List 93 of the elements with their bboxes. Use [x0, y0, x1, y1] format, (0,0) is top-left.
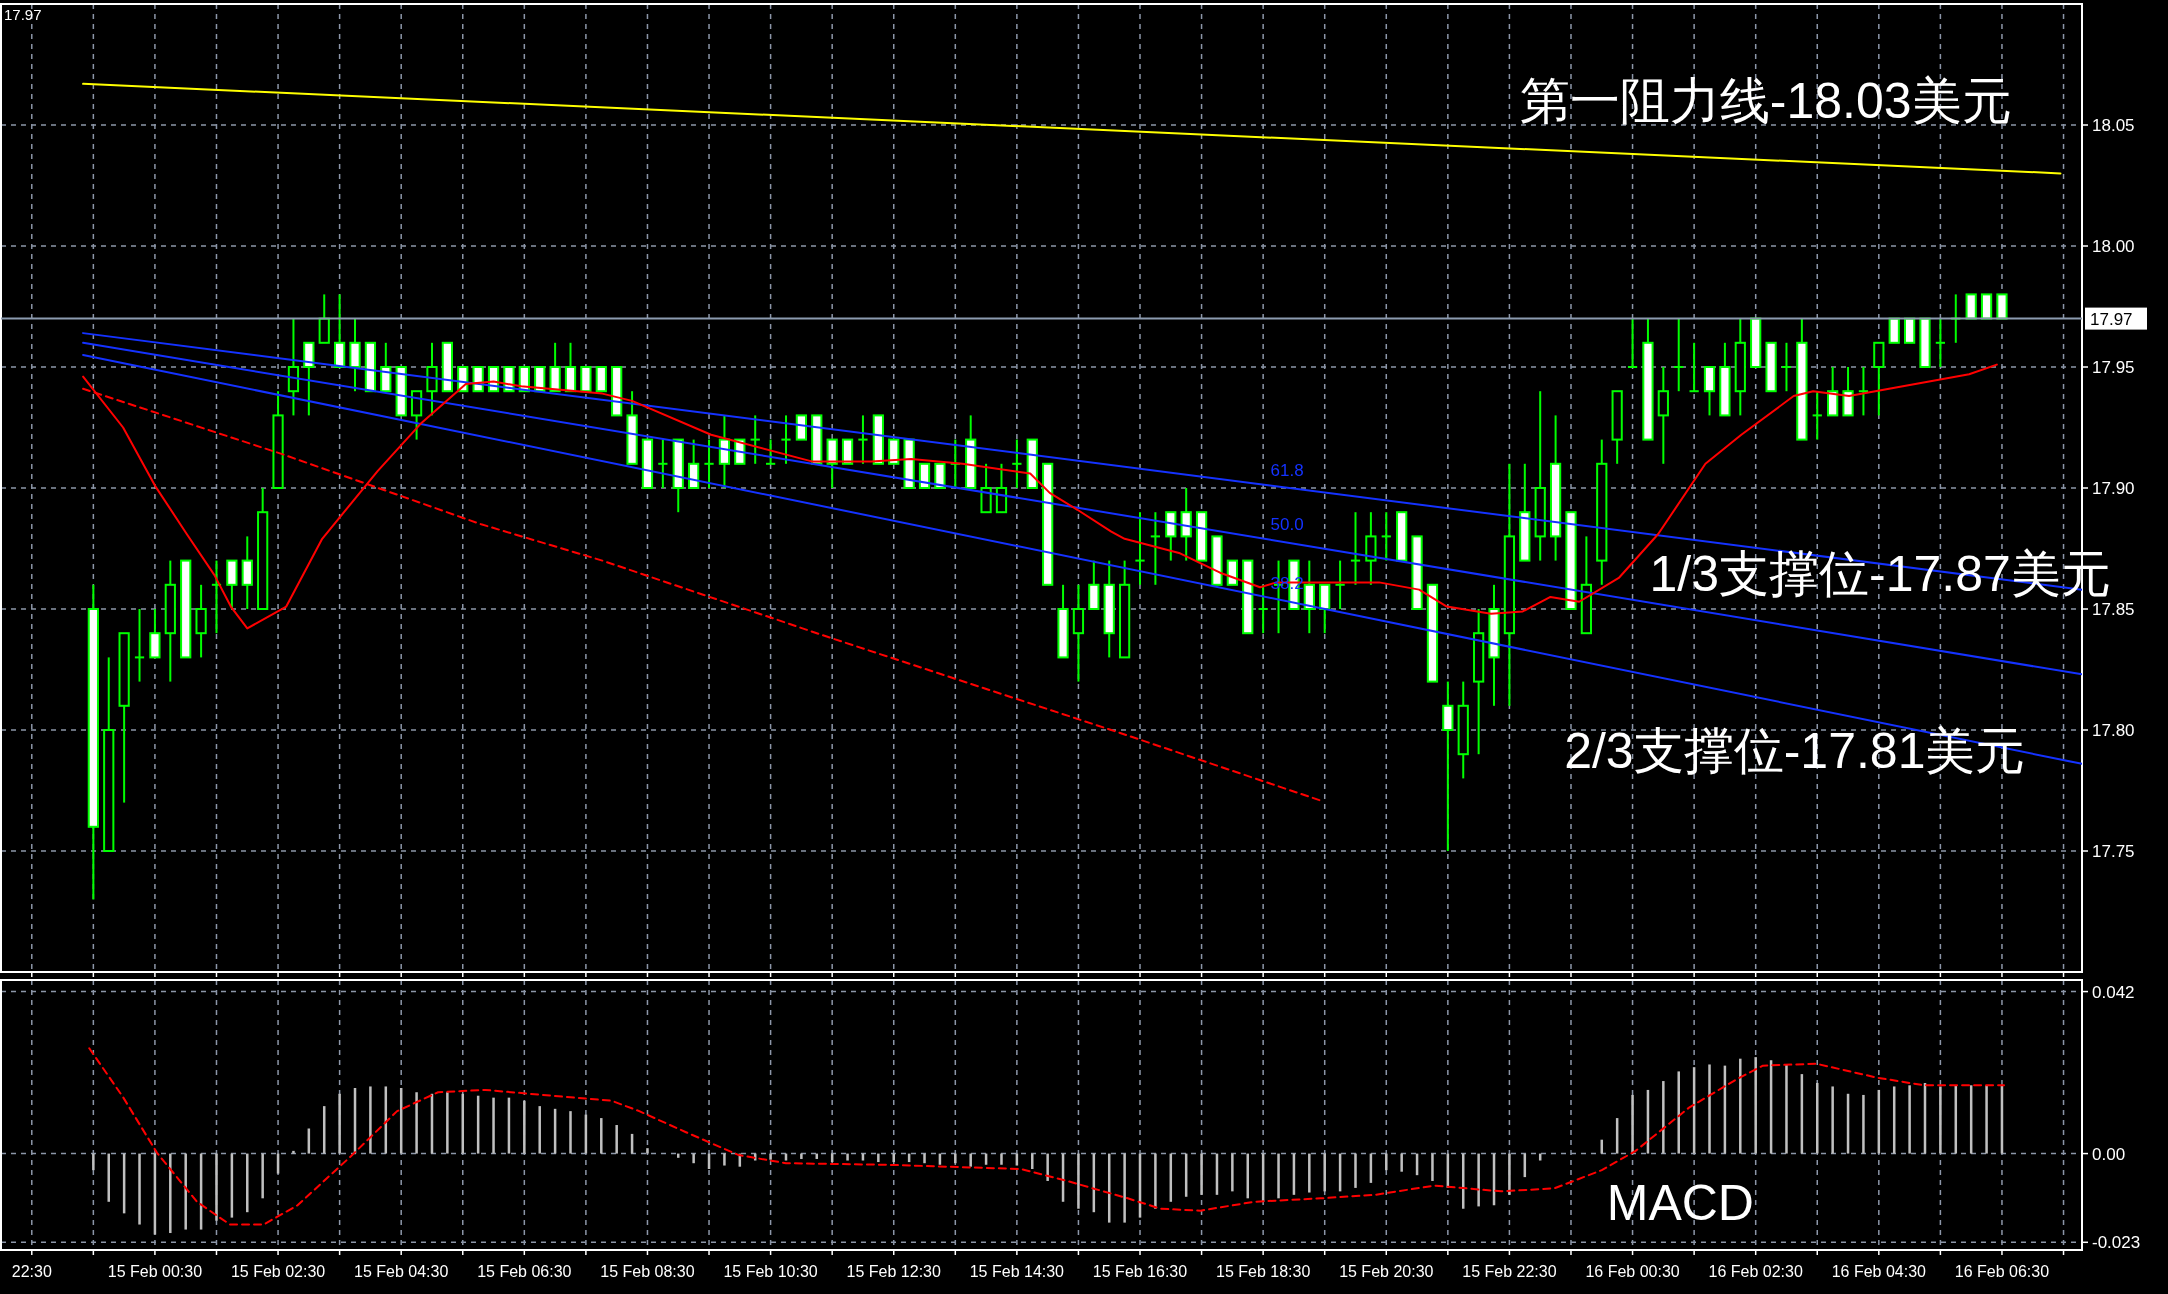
bar — [446, 1092, 449, 1154]
annotation: 第一阻力线-18.03美元 — [1519, 72, 2012, 129]
x-tick-label: 15 Feb 08:30 — [600, 1263, 695, 1280]
series-label: 50.0 — [1270, 515, 1304, 535]
bar — [600, 1118, 603, 1154]
bar — [646, 1148, 649, 1154]
bar — [877, 1153, 880, 1163]
bar — [492, 1097, 495, 1154]
bar — [923, 1153, 926, 1164]
bar — [184, 1153, 187, 1230]
annotation: 17.97 — [4, 6, 42, 23]
bar — [1154, 1153, 1157, 1209]
bar — [1708, 1064, 1711, 1154]
bar — [1508, 1153, 1511, 1195]
bar — [1354, 1153, 1357, 1188]
bar — [1385, 1153, 1388, 1171]
x-tick-label: 15 Feb 18:30 — [1216, 1263, 1311, 1280]
y-tick-label: 17.75 — [2092, 842, 2135, 861]
y-tick-label: 0.042 — [2092, 982, 2135, 1002]
bar — [892, 1153, 895, 1163]
y-tick-label: 18.05 — [2092, 116, 2135, 135]
bar — [846, 1153, 849, 1161]
y-tick-label: 18.00 — [2092, 237, 2135, 256]
x-tick-label: 16 Feb 04:30 — [1831, 1263, 1927, 1280]
bar — [1662, 1081, 1665, 1154]
bar — [1785, 1064, 1788, 1154]
y-tick-label: 0.00 — [2092, 1144, 2126, 1164]
bar — [1677, 1071, 1680, 1154]
bar — [1816, 1082, 1819, 1154]
bar — [1000, 1153, 1003, 1165]
bar — [1477, 1153, 1480, 1207]
bar — [1231, 1153, 1234, 1192]
bar — [415, 1092, 418, 1154]
bar — [292, 1150, 295, 1154]
bar — [723, 1153, 726, 1166]
bar — [769, 1153, 772, 1160]
bar — [569, 1111, 572, 1154]
bar — [1631, 1094, 1634, 1154]
x-tick-label: 16 Feb 00:30 — [1585, 1263, 1680, 1280]
bar — [1123, 1153, 1126, 1223]
bar — [969, 1153, 972, 1167]
ref-line-label: 17.97 — [2090, 309, 2133, 329]
annotation: MACD — [1606, 1175, 1754, 1232]
bar — [92, 1153, 95, 1171]
bar — [1077, 1153, 1080, 1209]
x-tick-label: 15 Feb 14:30 — [969, 1263, 1065, 1280]
bar — [523, 1100, 526, 1154]
bar — [1031, 1153, 1034, 1169]
bar — [107, 1153, 110, 1202]
bar — [1277, 1153, 1280, 1199]
x-tick-label: 15 Feb 04:30 — [354, 1263, 449, 1280]
bar — [246, 1153, 249, 1213]
bar — [1754, 1057, 1757, 1154]
x-tick-label: 15 Feb 02:30 — [230, 1263, 326, 1280]
bar — [1308, 1153, 1311, 1193]
bar — [1862, 1094, 1865, 1154]
x-tick-label: 15 Feb 06:30 — [477, 1263, 572, 1280]
bar — [338, 1093, 341, 1154]
bar — [169, 1153, 172, 1234]
bar — [1323, 1153, 1326, 1192]
bar — [1200, 1153, 1203, 1195]
x-tick-label: 22:30 — [11, 1263, 52, 1280]
bar — [1939, 1086, 1942, 1154]
bar — [1400, 1153, 1403, 1172]
bar — [615, 1125, 618, 1154]
bar — [1908, 1085, 1911, 1154]
x-tick-label: 16 Feb 06:30 — [1954, 1263, 2050, 1280]
bar — [1831, 1086, 1834, 1154]
bar — [215, 1153, 218, 1221]
x-tick-label: 15 Feb 00:30 — [107, 1263, 203, 1280]
x-tick-label: 15 Feb 12:30 — [846, 1263, 941, 1280]
bar — [954, 1153, 957, 1164]
bar — [538, 1106, 541, 1154]
y-tick-label: -0.023 — [2092, 1233, 2141, 1253]
x-tick-label: 15 Feb 10:30 — [723, 1263, 818, 1280]
bar — [1431, 1153, 1434, 1181]
y-tick-label: 17.90 — [2092, 479, 2135, 498]
bar — [1046, 1153, 1049, 1181]
bar — [800, 1153, 803, 1159]
bar — [1739, 1058, 1742, 1154]
x-tick-label: 15 Feb 20:30 — [1339, 1263, 1434, 1280]
bar — [369, 1086, 372, 1154]
y-tick-label: 17.95 — [2092, 358, 2135, 377]
y-tick-label: 17.85 — [2092, 600, 2135, 619]
bar — [138, 1153, 141, 1225]
bar — [1985, 1085, 1988, 1154]
x-tick-label: 15 Feb 22:30 — [1462, 1263, 1557, 1280]
x-tick-label: 16 Feb 02:30 — [1708, 1263, 1803, 1280]
y-tick-label: 17.80 — [2092, 721, 2135, 740]
bar — [692, 1153, 695, 1164]
bar — [261, 1153, 264, 1199]
series-label: 61.8 — [1270, 460, 1304, 480]
x-tick-label: 15 Feb 16:30 — [1092, 1263, 1188, 1280]
